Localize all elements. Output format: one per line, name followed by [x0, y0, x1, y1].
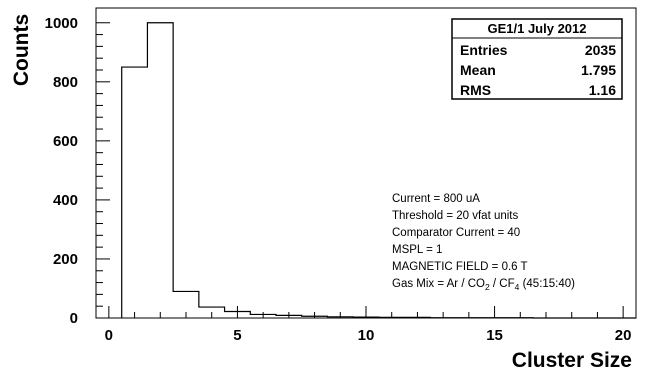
histogram-series — [121, 22, 636, 319]
x-tick-label: 20 — [615, 327, 632, 344]
x-tick-label: 0 — [105, 327, 113, 344]
gas-mix-cf4-subscript: 4 — [515, 282, 520, 292]
y-axis: 0 200 400 600 800 1000 — [45, 15, 110, 327]
stats-mean-label: Mean — [460, 62, 496, 78]
histogram-bin-2 — [147, 23, 173, 318]
x-tick-label: 5 — [233, 327, 241, 344]
stats-entries-value: 2035 — [585, 42, 616, 58]
y-tick-label: 1000 — [45, 15, 78, 32]
y-tick-label: 0 — [70, 310, 78, 327]
x-tick-label: 10 — [358, 327, 375, 344]
annotation-threshold: Threshold = 20 vfat units — [392, 210, 519, 222]
annotation-mspl: MSPL = 1 — [392, 244, 442, 256]
x-axis: 0 5 10 15 20 — [105, 306, 632, 344]
gas-mix-middle: / CF — [490, 278, 515, 290]
y-tick-label: 800 — [53, 74, 78, 91]
annotation-magnetic-field: MAGNETIC FIELD = 0.6 T — [392, 261, 528, 273]
y-tick-label: 400 — [53, 192, 78, 209]
annotation-comparator-current: Comparator Current = 40 — [392, 227, 520, 239]
stats-box-title: GE1/1 July 2012 — [487, 21, 586, 36]
x-tick-label: 15 — [486, 327, 503, 344]
y-tick-label: 200 — [53, 251, 78, 268]
run-conditions-annotation: Current = 800 uA Threshold = 20 vfat uni… — [392, 193, 575, 292]
stats-entries-label: Entries — [460, 42, 508, 58]
stats-rms-value: 1.16 — [589, 82, 616, 98]
gas-mix-prefix: Gas Mix = Ar / CO — [392, 278, 485, 290]
gas-mix-co2-subscript: 2 — [485, 282, 490, 292]
histogram-bin-1 — [122, 67, 148, 318]
y-axis-title: Counts — [10, 14, 33, 86]
stats-rms-label: RMS — [460, 82, 491, 98]
stats-mean-value: 1.795 — [581, 62, 616, 78]
annotation-gas-mix: Gas Mix = Ar / CO2 / CF4 (45:15:40) — [392, 278, 575, 292]
stats-box-frame — [451, 18, 623, 100]
annotation-current: Current = 800 uA — [392, 193, 480, 205]
stats-box: GE1/1 July 2012 Entries 2035 Mean 1.795 … — [451, 18, 623, 100]
x-axis-title: Cluster Size — [512, 349, 632, 372]
gas-mix-suffix: (45:15:40) — [519, 278, 575, 290]
y-tick-label: 600 — [53, 133, 78, 150]
